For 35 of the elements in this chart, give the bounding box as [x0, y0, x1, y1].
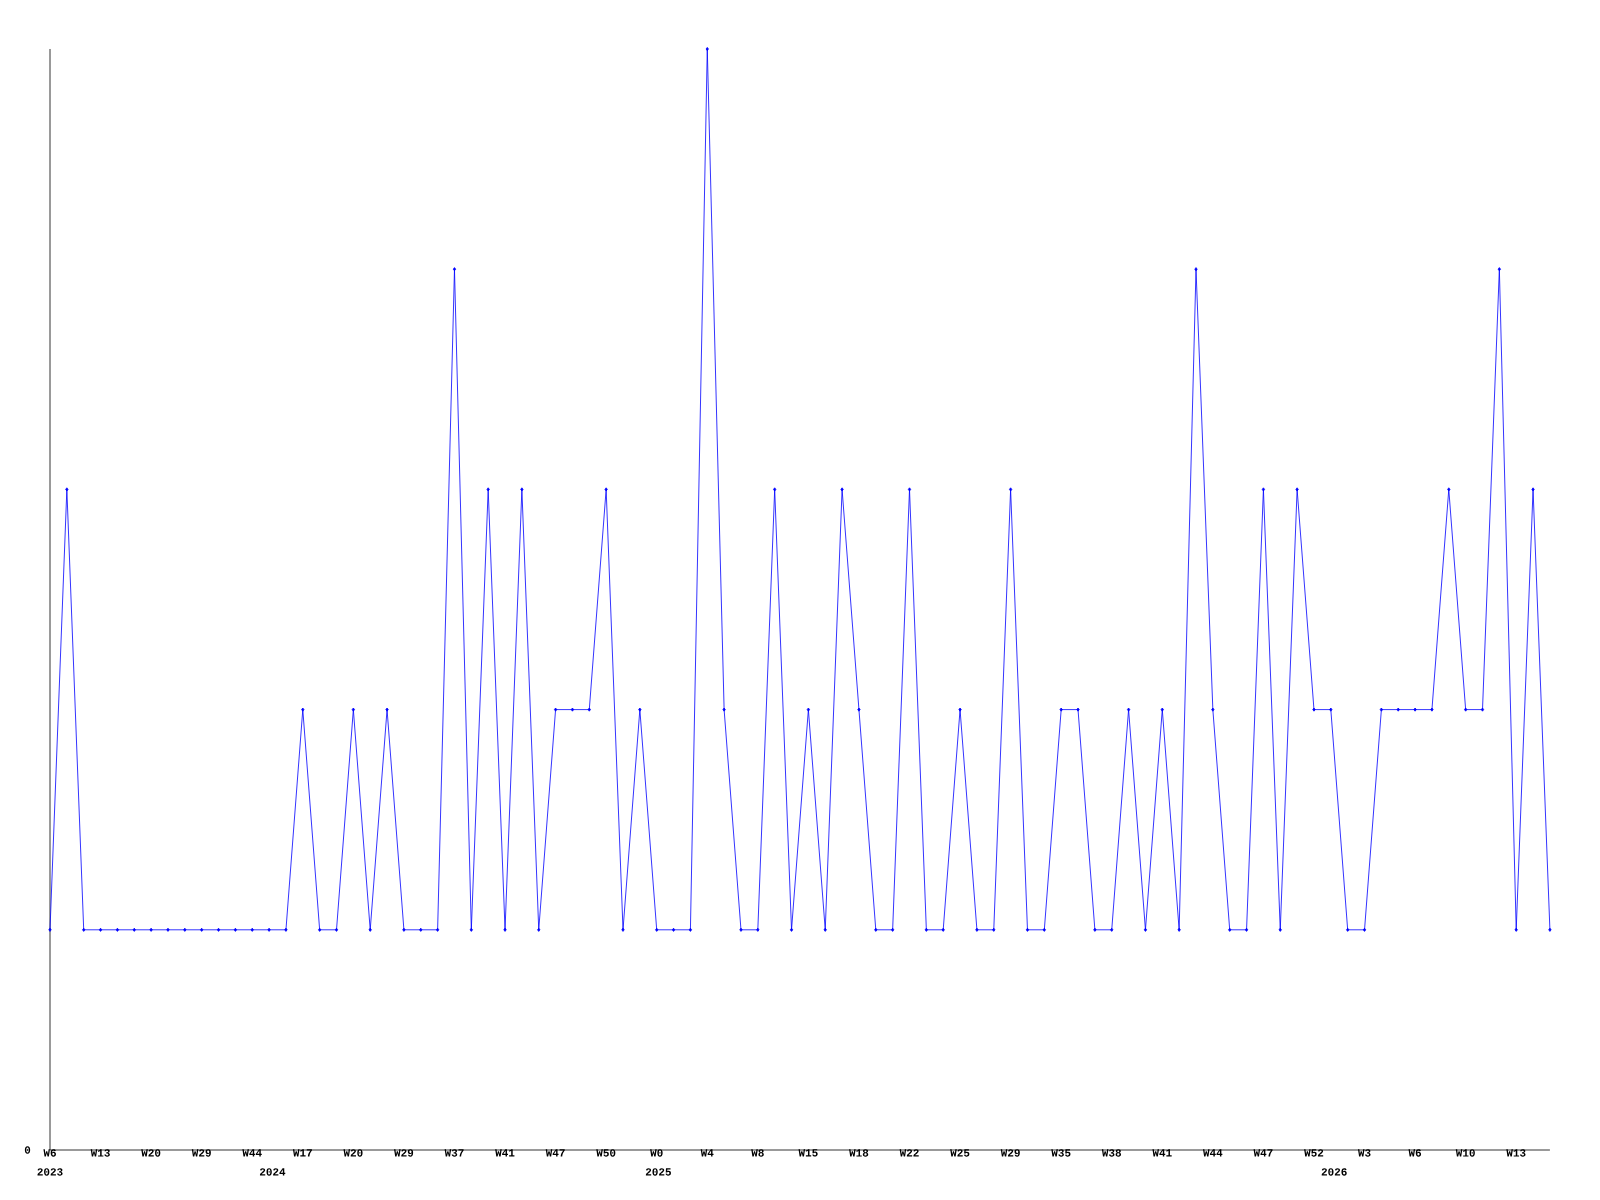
x-tick-label: W0	[650, 1149, 663, 1157]
text: 2024	[259, 1168, 286, 1176]
x-tick-label: W41	[1152, 1149, 1172, 1157]
text: 2026	[1321, 1168, 1347, 1176]
x-tick-label: W38	[1101, 1149, 1122, 1157]
x-tick-label: W6	[1408, 1149, 1422, 1157]
x-tick-label: W20	[141, 1149, 161, 1157]
text: 2023	[37, 1168, 63, 1176]
x-tick-label: W13	[90, 1149, 110, 1157]
x-tick-label: W29	[1000, 1149, 1020, 1157]
x-tick-label: W47	[1253, 1149, 1273, 1157]
x-tick-label: W50	[596, 1149, 616, 1157]
x-tick-label: W41	[495, 1149, 515, 1157]
x-tick-label: W3	[1357, 1149, 1371, 1157]
x-tick-label: W10	[1455, 1149, 1475, 1157]
x-tick-label: W4	[700, 1149, 714, 1157]
x-tick-label: W22	[899, 1149, 919, 1157]
x-tick-label: W44	[242, 1149, 262, 1157]
x-tick-label: W8	[751, 1149, 764, 1157]
x-tick-label: W44	[1202, 1149, 1223, 1157]
x-tick-label: W20	[343, 1149, 363, 1157]
text: 0	[24, 1146, 31, 1154]
text: 2025	[645, 1168, 671, 1176]
x-tick-label: W52	[1304, 1149, 1324, 1157]
x-tick-label: W17	[292, 1149, 312, 1157]
x-tick-label: W15	[798, 1149, 818, 1157]
x-tick-label: W18	[849, 1149, 869, 1157]
x-tick-label: W29	[191, 1149, 211, 1157]
x-tick-label: W35	[1051, 1149, 1071, 1157]
x-tick-label: W29	[394, 1149, 414, 1157]
x-tick-label: W47	[545, 1149, 565, 1157]
x-tick-label: W6	[43, 1149, 56, 1157]
x-tick-label: W13	[1506, 1149, 1526, 1157]
x-tick-label: W37	[444, 1149, 464, 1157]
x-tick-label: W25	[950, 1149, 970, 1157]
